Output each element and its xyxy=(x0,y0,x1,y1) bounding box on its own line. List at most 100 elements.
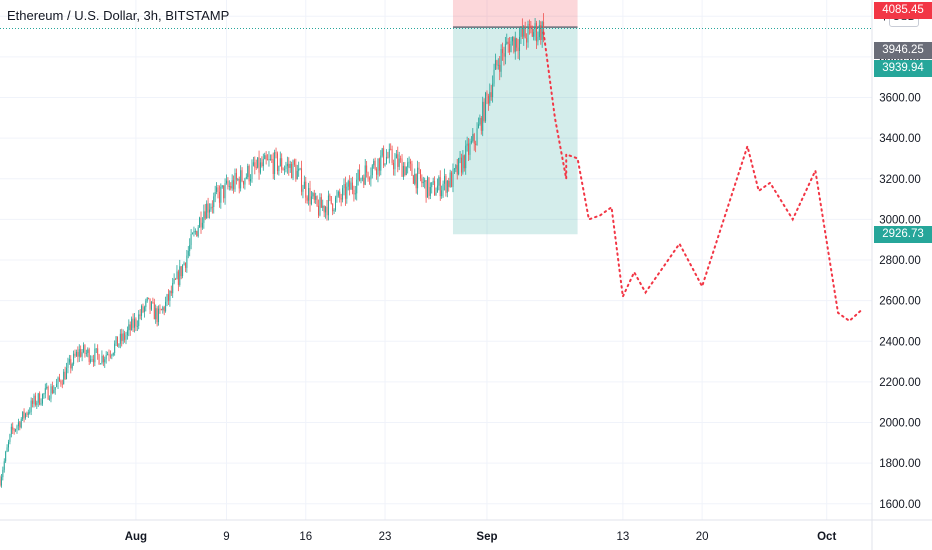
candle-body xyxy=(427,177,429,198)
candle-body xyxy=(186,255,188,268)
candle-body xyxy=(254,162,256,168)
candle-body xyxy=(111,354,113,356)
candle-body xyxy=(193,231,195,234)
candle-body xyxy=(384,163,386,166)
candle-body xyxy=(453,168,455,170)
candle-body xyxy=(504,43,506,57)
candle-body xyxy=(240,170,242,189)
forecast-path[interactable] xyxy=(542,31,862,323)
candle-body xyxy=(190,234,192,245)
candle-body xyxy=(286,163,288,167)
candle-body xyxy=(421,178,423,184)
stop-loss-zone[interactable] xyxy=(452,0,578,28)
candle-body xyxy=(262,159,264,167)
candle-body xyxy=(395,154,397,159)
candle-body xyxy=(316,196,318,206)
candle-body xyxy=(98,354,100,365)
candle-body xyxy=(80,349,82,357)
candle-body xyxy=(446,180,448,193)
candle-body xyxy=(336,195,338,198)
candle-body xyxy=(169,290,171,301)
candle-body xyxy=(381,148,383,156)
grid-lines xyxy=(0,0,872,520)
candle-body xyxy=(513,36,515,52)
candle-body xyxy=(100,363,102,365)
candle-body xyxy=(153,302,155,320)
candle-body xyxy=(402,165,404,177)
candle-body xyxy=(541,21,543,40)
candle-body xyxy=(346,186,348,199)
price-axis[interactable]: 3800.003600.003400.003200.003000.002800.… xyxy=(871,0,921,550)
candle-body xyxy=(170,290,172,294)
candle-body xyxy=(313,193,315,200)
candle-body xyxy=(516,38,518,48)
candle-body xyxy=(201,222,203,228)
time-axis[interactable]: Aug 9 16 23 Sep 13 20 Oct xyxy=(0,519,932,543)
candle-body xyxy=(344,183,346,199)
candle-body xyxy=(83,345,85,353)
candle-body xyxy=(141,306,143,316)
candle-body xyxy=(400,158,402,160)
candle-body xyxy=(252,162,254,166)
candle-body xyxy=(63,371,65,385)
candle-body xyxy=(116,336,118,347)
candle-body xyxy=(419,169,421,179)
candle-body xyxy=(41,394,43,404)
candle-body xyxy=(503,53,505,57)
candle-body xyxy=(351,182,353,190)
candle-body xyxy=(0,477,2,486)
candle-body xyxy=(221,185,223,187)
candle-body xyxy=(343,183,345,189)
candle-body xyxy=(455,165,457,169)
candle-body xyxy=(404,165,406,176)
candle-body xyxy=(445,176,447,193)
candle-body xyxy=(296,170,298,180)
candle-body xyxy=(84,345,86,354)
candle-body xyxy=(81,352,83,357)
candle-body xyxy=(339,191,341,199)
candle-body xyxy=(255,167,257,169)
candle-body xyxy=(510,41,512,53)
candle-body xyxy=(475,143,477,145)
candle-body xyxy=(247,165,249,177)
candle-body xyxy=(46,386,48,389)
candle-body xyxy=(54,387,56,390)
candle-body xyxy=(49,398,51,400)
forecast-line[interactable] xyxy=(542,31,862,323)
candle-body xyxy=(225,180,227,184)
candle-body xyxy=(122,333,124,341)
candle-body xyxy=(126,330,128,336)
candle-body xyxy=(291,164,293,179)
candle-body xyxy=(309,187,311,205)
candle-body xyxy=(398,158,400,167)
chart-title: Ethereum / U.S. Dollar, 3h, BITSTAMP xyxy=(7,8,230,23)
candle-body xyxy=(278,165,280,172)
candle-body xyxy=(204,211,206,219)
price-tick-label: 1600.00 xyxy=(879,499,921,511)
candle-body xyxy=(308,187,310,201)
candle-body xyxy=(143,307,145,312)
candle-body xyxy=(209,209,211,213)
candle-body xyxy=(61,383,63,385)
candle-body xyxy=(361,177,363,179)
candle-body xyxy=(142,306,144,312)
candle-body xyxy=(466,143,468,146)
candle-body xyxy=(377,158,379,175)
candle-body xyxy=(150,302,152,310)
candle-body xyxy=(378,158,380,171)
candle-body xyxy=(354,193,356,195)
candle-body xyxy=(326,206,328,216)
candle-body xyxy=(218,191,220,203)
candle-body xyxy=(432,181,434,183)
candle-body xyxy=(203,211,205,223)
candle-body xyxy=(412,175,414,184)
candle-body xyxy=(145,300,147,308)
candle-body xyxy=(68,359,70,363)
candle-body xyxy=(463,155,465,169)
candle-body xyxy=(415,173,417,189)
candle-body xyxy=(434,181,436,196)
candle-body xyxy=(23,411,25,418)
candle-body xyxy=(482,101,484,131)
candle-body xyxy=(101,355,103,364)
